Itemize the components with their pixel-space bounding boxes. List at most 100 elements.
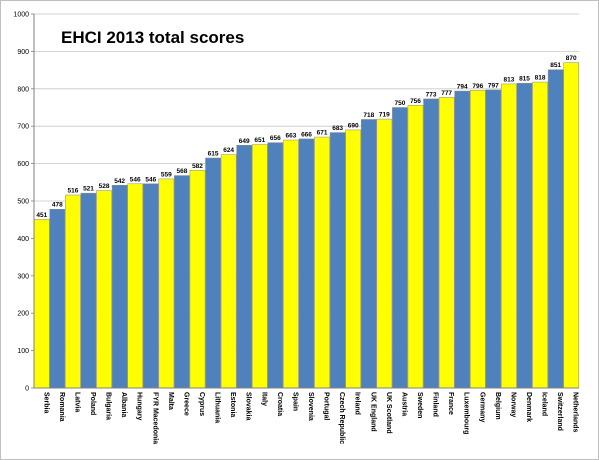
category-label: Austria [400, 392, 407, 416]
y-tick-label: 0 [25, 386, 29, 393]
category-label: FYR Macedonia [151, 392, 158, 444]
category-label: Denmark [525, 392, 532, 422]
data-label: 718 [363, 112, 374, 119]
data-label: 666 [301, 131, 312, 138]
bar [454, 90, 471, 389]
y-tick-label: 700 [17, 124, 29, 131]
bar [376, 118, 393, 389]
bar [189, 170, 206, 389]
data-label: 624 [223, 147, 234, 154]
bar [127, 183, 144, 389]
data-label: 870 [566, 55, 577, 62]
bar [96, 190, 112, 389]
bar [111, 185, 128, 389]
data-label: 528 [99, 183, 110, 190]
category-label: Iceland [541, 392, 548, 416]
data-label: 794 [457, 84, 468, 91]
category-label: Bulgaria [105, 392, 112, 420]
bar [283, 139, 299, 389]
category-label: Finland [432, 392, 439, 417]
data-label: 756 [410, 98, 421, 105]
bar [547, 69, 564, 389]
category-label: Germany [478, 392, 485, 422]
bar [267, 142, 284, 389]
bar [236, 145, 253, 389]
bar [438, 97, 455, 389]
y-tick-label: 400 [17, 236, 29, 243]
data-label: 568 [176, 168, 187, 175]
bar [298, 138, 315, 389]
data-label: 815 [519, 76, 530, 83]
data-label: 615 [208, 150, 219, 157]
data-label: 813 [503, 76, 514, 83]
bar [65, 194, 81, 389]
category-label: UK England [369, 392, 376, 432]
data-label: 797 [488, 82, 499, 89]
bar [80, 192, 97, 389]
category-label: Malta [167, 392, 174, 410]
y-tick-label: 800 [17, 86, 29, 93]
data-label: 683 [332, 125, 343, 132]
category-label: Ireland [354, 392, 361, 415]
data-label: 663 [285, 133, 296, 140]
bar [516, 82, 533, 389]
labels: 0 100 200 300 400 500 600 700 800 900 1000 451 Serbi… [13, 12, 578, 445]
category-label: UK Scotland [385, 392, 392, 434]
bars [33, 62, 580, 389]
category-label: Latvia [73, 392, 80, 412]
category-label: Greece [182, 392, 189, 416]
category-label: Slovenia [307, 392, 314, 421]
bar [392, 107, 408, 389]
category-label: Poland [89, 392, 96, 415]
category-label: Italy [260, 392, 267, 406]
data-label: 656 [270, 135, 281, 142]
category-label: Czech Republic [338, 392, 345, 444]
data-label: 451 [36, 212, 47, 219]
y-tick-label: 100 [17, 348, 29, 355]
category-label: Spain [291, 392, 298, 411]
data-label: 582 [192, 163, 203, 170]
data-label: 546 [145, 176, 156, 183]
category-label: Hungary [136, 392, 143, 421]
bar [251, 144, 268, 389]
bar [563, 62, 580, 389]
y-tick-label: 200 [17, 311, 29, 318]
bar [423, 98, 439, 389]
y-tick-label: 300 [17, 273, 29, 280]
bar [532, 81, 548, 389]
bar [142, 183, 159, 389]
bar [485, 89, 502, 389]
data-label: 478 [52, 202, 63, 209]
category-label: Netherlands [572, 392, 579, 433]
category-label: Sweden [416, 392, 423, 418]
data-label: 649 [239, 138, 250, 145]
data-label: 690 [348, 122, 359, 129]
y-tick-label: 1000 [13, 12, 29, 19]
bar [33, 219, 50, 389]
data-label: 542 [114, 178, 125, 185]
y-tick-label: 900 [17, 49, 29, 56]
bar [49, 208, 66, 389]
bar [360, 119, 377, 389]
bar [469, 90, 486, 389]
category-label: Serbia [42, 392, 49, 414]
data-label: 516 [67, 188, 78, 195]
category-label: Estonia [229, 392, 236, 417]
data-label: 750 [394, 100, 405, 107]
bar [205, 157, 221, 389]
data-label: 559 [161, 171, 172, 178]
data-label: 818 [535, 75, 546, 82]
category-label: Portugal [323, 392, 330, 420]
bar [407, 105, 424, 389]
category-label: Switzerland [556, 392, 563, 431]
y-tick-label: 500 [17, 199, 29, 206]
bar [314, 136, 330, 389]
bar [345, 129, 362, 389]
bar [329, 132, 346, 389]
category-label: France [447, 392, 454, 415]
data-label: 777 [441, 90, 452, 97]
bar [174, 175, 190, 389]
category-label: Cyprus [198, 392, 205, 416]
